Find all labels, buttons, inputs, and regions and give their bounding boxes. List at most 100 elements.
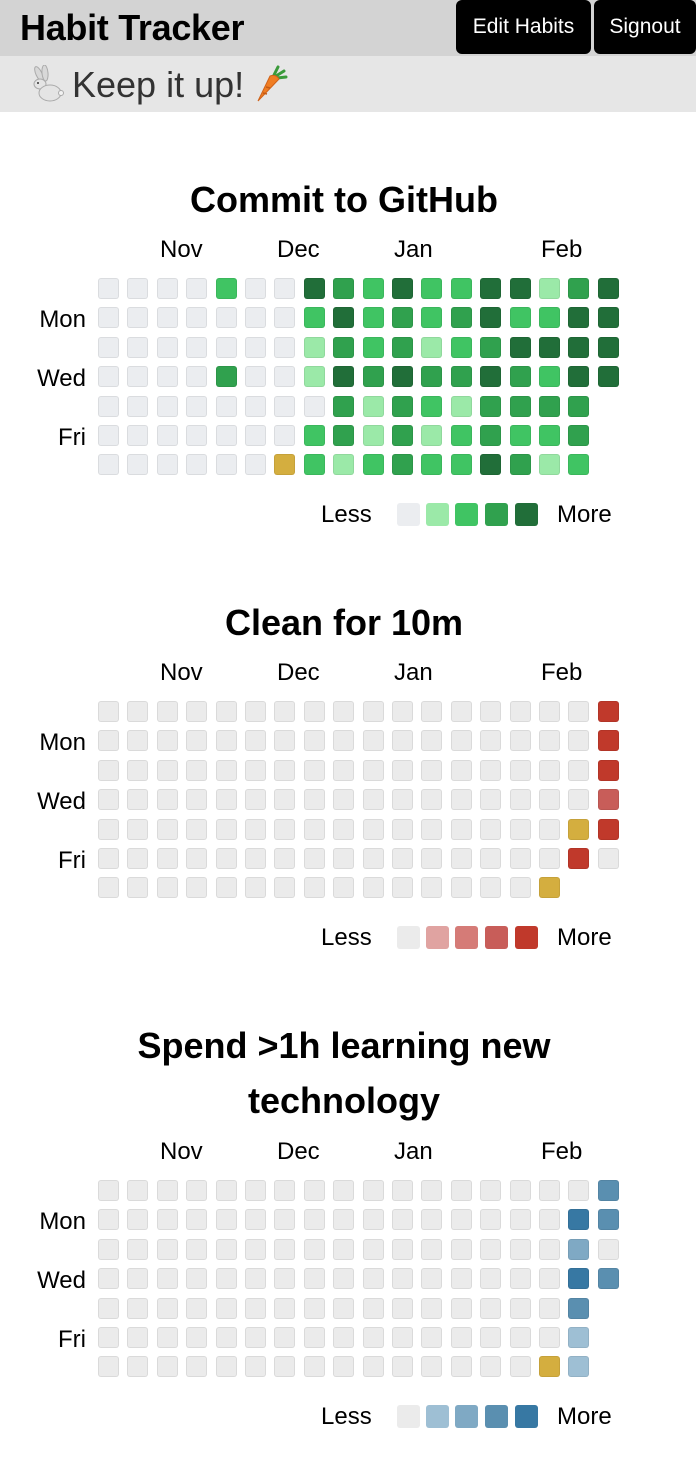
day-cell <box>245 278 266 299</box>
legend-swatch <box>485 1405 508 1428</box>
day-cell <box>598 730 619 751</box>
day-cell <box>127 848 148 869</box>
day-cell <box>568 1239 589 1260</box>
day-cell <box>274 819 295 840</box>
day-cell <box>304 396 325 417</box>
day-cell <box>421 1327 442 1348</box>
day-cell <box>539 1180 560 1201</box>
day-cell <box>333 337 354 358</box>
legend-swatch <box>485 926 508 949</box>
day-cell <box>127 1239 148 1260</box>
day-cell <box>510 730 531 751</box>
day-cell <box>304 1268 325 1289</box>
day-cell <box>304 877 325 898</box>
day-cell <box>186 307 207 328</box>
day-cell <box>127 789 148 810</box>
day-cell <box>333 278 354 299</box>
day-cell <box>274 366 295 387</box>
day-cell <box>274 396 295 417</box>
day-cell <box>539 701 560 722</box>
day-cell <box>598 1180 619 1201</box>
day-cell <box>274 278 295 299</box>
day-cell <box>421 1209 442 1230</box>
day-cell <box>539 337 560 358</box>
day-cell <box>333 307 354 328</box>
day-cell <box>127 877 148 898</box>
day-cell <box>98 701 119 722</box>
day-cell <box>98 819 119 840</box>
day-cell <box>510 1356 531 1377</box>
day-cell <box>480 307 501 328</box>
day-cell <box>598 366 619 387</box>
legend-swatch <box>397 503 420 526</box>
day-cell <box>157 730 178 751</box>
day-cell <box>245 1298 266 1319</box>
day-cell <box>451 760 472 781</box>
day-cell <box>451 366 472 387</box>
day-cell <box>127 396 148 417</box>
day-cell <box>98 877 119 898</box>
signout-button[interactable]: Signout <box>594 0 696 54</box>
day-cell <box>304 1239 325 1260</box>
day-cell <box>510 1298 531 1319</box>
day-cell <box>98 307 119 328</box>
day-cell <box>186 278 207 299</box>
day-cell <box>480 337 501 358</box>
day-cell <box>539 789 560 810</box>
day-cell <box>539 366 560 387</box>
day-cell <box>216 819 237 840</box>
day-cell <box>363 1180 384 1201</box>
day-cell <box>216 1239 237 1260</box>
day-cell <box>421 425 442 446</box>
day-cell <box>421 396 442 417</box>
day-cell <box>539 425 560 446</box>
day-cell <box>186 1209 207 1230</box>
day-cell <box>333 366 354 387</box>
day-cell <box>451 701 472 722</box>
day-cell <box>127 1180 148 1201</box>
legend-swatch <box>485 503 508 526</box>
day-cell <box>510 1239 531 1260</box>
day-cell <box>304 789 325 810</box>
day-cell <box>186 730 207 751</box>
legend-more: More <box>557 924 612 951</box>
day-cell <box>392 337 413 358</box>
month-label-nov: Nov <box>160 236 203 263</box>
day-cell <box>157 1356 178 1377</box>
day-cell <box>333 1298 354 1319</box>
day-cell <box>392 701 413 722</box>
day-cell <box>480 1180 501 1201</box>
day-cell <box>216 1268 237 1289</box>
day-cell <box>186 454 207 475</box>
legend-swatch <box>426 926 449 949</box>
day-cell <box>392 1209 413 1230</box>
day-cell <box>333 877 354 898</box>
day-cell <box>421 760 442 781</box>
legend-swatch <box>455 1405 478 1428</box>
day-cell <box>216 701 237 722</box>
rabbit-icon <box>33 65 64 102</box>
day-cell <box>157 337 178 358</box>
day-cell <box>98 425 119 446</box>
legend-more: More <box>557 1403 612 1430</box>
day-cell <box>510 1327 531 1348</box>
day-cell <box>304 1298 325 1319</box>
day-cell <box>186 701 207 722</box>
day-cell <box>510 848 531 869</box>
day-cell <box>363 366 384 387</box>
edit-habits-button[interactable]: Edit Habits <box>456 0 591 54</box>
day-cell <box>274 730 295 751</box>
day-cell <box>598 278 619 299</box>
day-cell <box>451 1239 472 1260</box>
day-cell <box>568 848 589 869</box>
day-cell <box>539 454 560 475</box>
top-bar: Habit Tracker Edit Habits Signout <box>0 0 696 56</box>
day-cell <box>480 1268 501 1289</box>
day-cell <box>127 1298 148 1319</box>
day-cell <box>245 307 266 328</box>
habit-title: Clean for 10m <box>224 602 464 643</box>
day-cell <box>392 730 413 751</box>
day-cell <box>245 701 266 722</box>
day-cell <box>539 730 560 751</box>
legend-less: Less <box>321 924 372 951</box>
